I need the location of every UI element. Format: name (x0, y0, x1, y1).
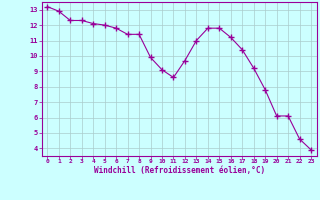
X-axis label: Windchill (Refroidissement éolien,°C): Windchill (Refroidissement éolien,°C) (94, 166, 265, 175)
